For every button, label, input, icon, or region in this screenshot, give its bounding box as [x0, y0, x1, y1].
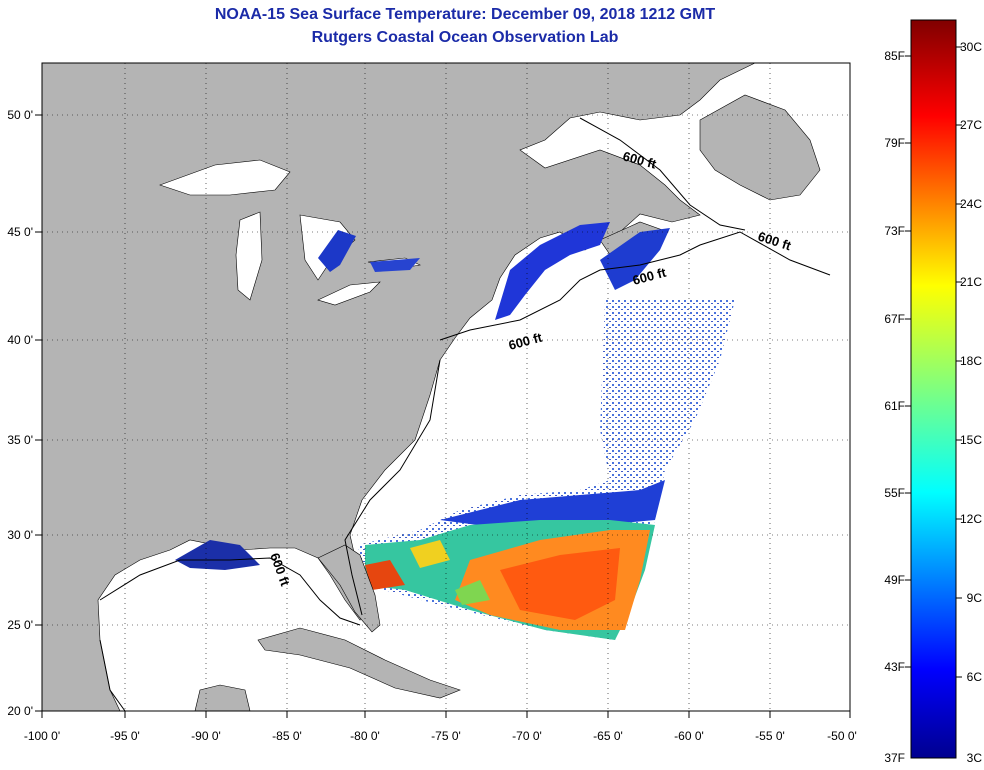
map-subtitle: Rutgers Coastal Ocean Observation Lab — [311, 29, 619, 46]
colorbar-f-label: 79F — [884, 136, 905, 150]
colorbar-f-label: 85F — [884, 49, 905, 63]
colorbar-c-label: 30C — [960, 40, 982, 54]
colorbar-f-label: 61F — [884, 399, 905, 413]
lat-tick-label: 35 0' — [7, 433, 33, 447]
lon-tick-label: -60 0' — [674, 729, 704, 743]
florida — [317, 544, 381, 633]
colorbar-f-label: 37F — [884, 751, 905, 765]
land-mass — [41, 62, 756, 712]
lat-tick-label: 45 0' — [7, 225, 33, 239]
lon-tick-label: -85 0' — [272, 729, 302, 743]
sst-cold-band — [175, 222, 670, 570]
cuba — [257, 627, 461, 699]
isobath-600ft — [99, 117, 831, 712]
lat-tick-label: 30 0' — [7, 528, 33, 542]
colorbar-c-label: 15C — [960, 433, 982, 447]
lat-tick-label: 20 0' — [7, 704, 33, 718]
colorbar-f-label: 73F — [884, 224, 905, 238]
colorbar-c-label: 24C — [960, 197, 982, 211]
lon-tick-label: -65 0' — [593, 729, 623, 743]
lat-tick-label: 25 0' — [7, 618, 33, 632]
colorbar-f-label: 55F — [884, 486, 905, 500]
lon-tick-label: -75 0' — [431, 729, 461, 743]
graticule — [42, 63, 850, 711]
lon-tick-label: -55 0' — [755, 729, 785, 743]
lon-tick-label: -100 0' — [24, 729, 60, 743]
temperature-colorbar: 85F 79F 73F 67F 61F 55F 49F 43F 37F 30C … — [884, 19, 983, 765]
lon-tick-label: -95 0' — [110, 729, 140, 743]
colorbar-f-label: 49F — [884, 573, 905, 587]
colorbar-f-label: 67F — [884, 312, 905, 326]
map-panel: 600 ft 600 ft 600 ft 600 ft 600 ft — [41, 62, 851, 712]
lat-tick-label: 40 0' — [7, 333, 33, 347]
colorbar-f-label: 43F — [884, 660, 905, 674]
lon-tick-label: -80 0' — [350, 729, 380, 743]
colorbar-c-label: 9C — [967, 591, 983, 605]
lon-tick-label: -70 0' — [512, 729, 542, 743]
colorbar-c-label: 27C — [960, 118, 982, 132]
lon-tick-label: -50 0' — [827, 729, 857, 743]
lat-tick-label: 50 0' — [7, 108, 33, 122]
colorbar-c-label: 12C — [960, 512, 982, 526]
colorbar-c-label: 21C — [960, 275, 982, 289]
sst-swath — [358, 300, 735, 640]
colorbar-c-label: 6C — [967, 670, 983, 684]
colorbar-c-label: 18C — [960, 354, 982, 368]
colorbar-c-label: 3C — [967, 751, 983, 765]
lon-tick-label: -90 0' — [191, 729, 221, 743]
newfoundland — [699, 94, 821, 201]
map-title: NOAA-15 Sea Surface Temperature: Decembe… — [214, 6, 716, 23]
